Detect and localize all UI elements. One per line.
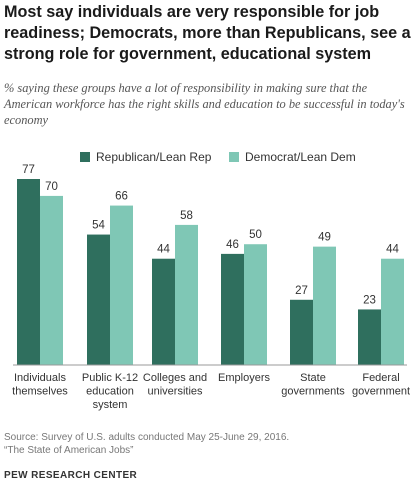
data-label-republican-3: 46 [226, 239, 239, 251]
chart-subtitle: % saying these groups have a lot of resp… [4, 81, 405, 127]
legend-item-republican: Republican/Lean Rep [80, 150, 211, 164]
source-line-2: “The State of American Jobs” [4, 444, 134, 456]
category-label-1-2: system [93, 399, 128, 411]
category-label-1-1: education [86, 386, 134, 398]
category-label-0-1: themselves [12, 386, 68, 398]
data-label-democrat-0: 70 [45, 181, 58, 193]
legend: Republican/Lean Rep Democrat/Lean Dem [0, 150, 420, 166]
bar-republican-5 [358, 309, 381, 365]
bar-republican-0 [17, 179, 40, 365]
category-label-0-0: Individuals [14, 372, 66, 384]
source-line-1: Source: Survey of U.S. adults conducted … [4, 432, 290, 443]
bar-republican-2 [152, 258, 175, 365]
data-label-republican-1: 54 [92, 220, 105, 232]
bar-democrat-4 [313, 246, 336, 365]
data-label-republican-2: 44 [157, 244, 170, 256]
legend-swatch-democrat [229, 152, 239, 162]
bar-democrat-3 [244, 244, 267, 365]
bar-democrat-0 [40, 195, 63, 365]
category-label-5-0: Federal [362, 372, 399, 384]
bar-democrat-5 [381, 258, 404, 365]
source-note: Source: Survey of U.S. adults conducted … [4, 432, 414, 457]
category-label-3-0: Employers [218, 372, 270, 384]
category-label-2-0: Colleges and [143, 372, 207, 384]
data-label-democrat-2: 58 [180, 210, 193, 222]
category-label-4-0: State [300, 372, 326, 384]
category-label-4-1: governments [281, 386, 345, 398]
category-label-1-0: Public K-12 [82, 372, 138, 384]
data-label-democrat-4: 49 [318, 232, 331, 244]
bar-chart: 77 70 Individuals themselves 54 66 Public K-12… [12, 164, 410, 411]
bar-democrat-1 [110, 205, 133, 365]
category-label-5-1: government [352, 386, 410, 398]
data-label-democrat-5: 44 [386, 244, 399, 256]
legend-label-democrat: Democrat/Lean Dem [245, 150, 356, 164]
bar-republican-1 [87, 234, 110, 365]
category-label-2-1: universities [147, 386, 203, 398]
data-label-republican-5: 23 [363, 294, 376, 306]
data-label-republican-0: 77 [22, 164, 35, 176]
data-label-republican-4: 27 [295, 285, 308, 297]
bar-republican-3 [221, 253, 244, 365]
data-label-democrat-3: 50 [249, 229, 262, 241]
bar-republican-4 [290, 299, 313, 365]
data-label-democrat-1: 66 [115, 191, 128, 203]
organization-name: PEW RESEARCH CENTER [4, 470, 138, 481]
legend-item-democrat: Democrat/Lean Dem [229, 150, 356, 164]
legend-label-republican: Republican/Lean Rep [96, 150, 212, 164]
bar-democrat-2 [175, 224, 198, 365]
chart-title: Most say individuals are very responsibl… [4, 3, 411, 63]
legend-swatch-republican [80, 152, 90, 162]
